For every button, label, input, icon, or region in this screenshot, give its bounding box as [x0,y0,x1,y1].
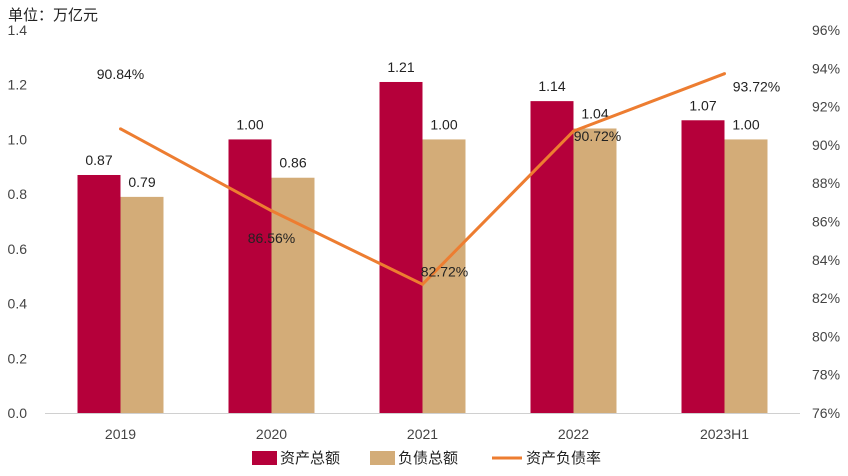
x-tick-label: 2022 [558,426,589,442]
debt-ratio-point [270,209,273,213]
bar-liability-total [271,177,315,413]
bar-asset-total [530,101,574,413]
y-right-tick-label: 78% [812,367,840,383]
y-left-tick-label: 0.6 [8,241,28,257]
asset-value-label: 1.07 [689,97,716,113]
bar-liability-total [573,128,617,413]
debt-ratio-point [119,127,122,131]
legend-label-liability: 负债总额 [398,449,458,467]
debt-ratio-label: 90.72% [574,128,621,144]
liability-value-label: 0.86 [279,155,306,171]
x-tick-label: 2019 [105,426,136,442]
y-left-tick-label: 0.0 [8,405,28,421]
debt-ratio-label: 90.84% [97,66,144,82]
legend-swatch-liability [370,451,395,465]
asset-value-label: 1.00 [236,116,263,132]
y-left-tick-label: 0.4 [8,296,28,312]
y-right-tick-label: 82% [812,290,840,306]
y-right-tick-label: 96% [812,22,840,38]
bar-asset-total [379,81,423,413]
y-right-tick-label: 80% [812,328,840,344]
y-right-tick-label: 92% [812,99,840,115]
x-tick-label: 2020 [256,426,287,442]
bar-liability-total [120,196,164,413]
y-right-tick-label: 84% [812,252,840,268]
y-right-tick-label: 86% [812,214,840,230]
debt-ratio-point [421,282,424,286]
debt-ratio-point [723,72,726,76]
bar-asset-total [228,139,272,413]
asset-value-label: 1.14 [538,78,565,94]
asset-value-label: 1.21 [387,59,414,75]
liability-value-label: 1.00 [430,116,457,132]
legend-label-debt-ratio: 资产负债率 [526,449,601,467]
y-left-tick-label: 0.8 [8,186,28,202]
y-right-tick-label: 76% [812,405,840,421]
liability-value-label: 1.04 [581,105,608,121]
y-left-tick-label: 1.4 [8,22,28,38]
y-right-tick-label: 90% [812,137,840,153]
legend-swatch-asset [252,451,277,465]
bar-liability-total [724,139,768,413]
debt-ratio-label: 82.72% [421,263,468,279]
x-tick-label: 2023H1 [700,426,749,442]
asset-value-label: 0.87 [85,152,112,168]
legend-label-asset: 资产总额 [280,449,340,467]
debt-ratio-label: 86.56% [248,230,295,246]
y-left-tick-label: 1.2 [8,77,28,93]
y-right-tick-label: 88% [812,175,840,191]
bar-asset-total [77,174,121,413]
debt-ratio-point [572,129,575,133]
x-tick-label: 2021 [407,426,438,442]
liability-value-label: 0.79 [128,174,155,190]
debt-ratio-label: 93.72% [733,79,780,95]
liability-value-label: 1.00 [732,116,759,132]
y-right-tick-label: 94% [812,60,840,76]
y-left-tick-label: 0.2 [8,350,28,366]
y-left-tick-label: 1.0 [8,131,28,147]
unit-label: 单位：万亿元 [8,6,99,24]
bar-asset-total [681,120,725,414]
